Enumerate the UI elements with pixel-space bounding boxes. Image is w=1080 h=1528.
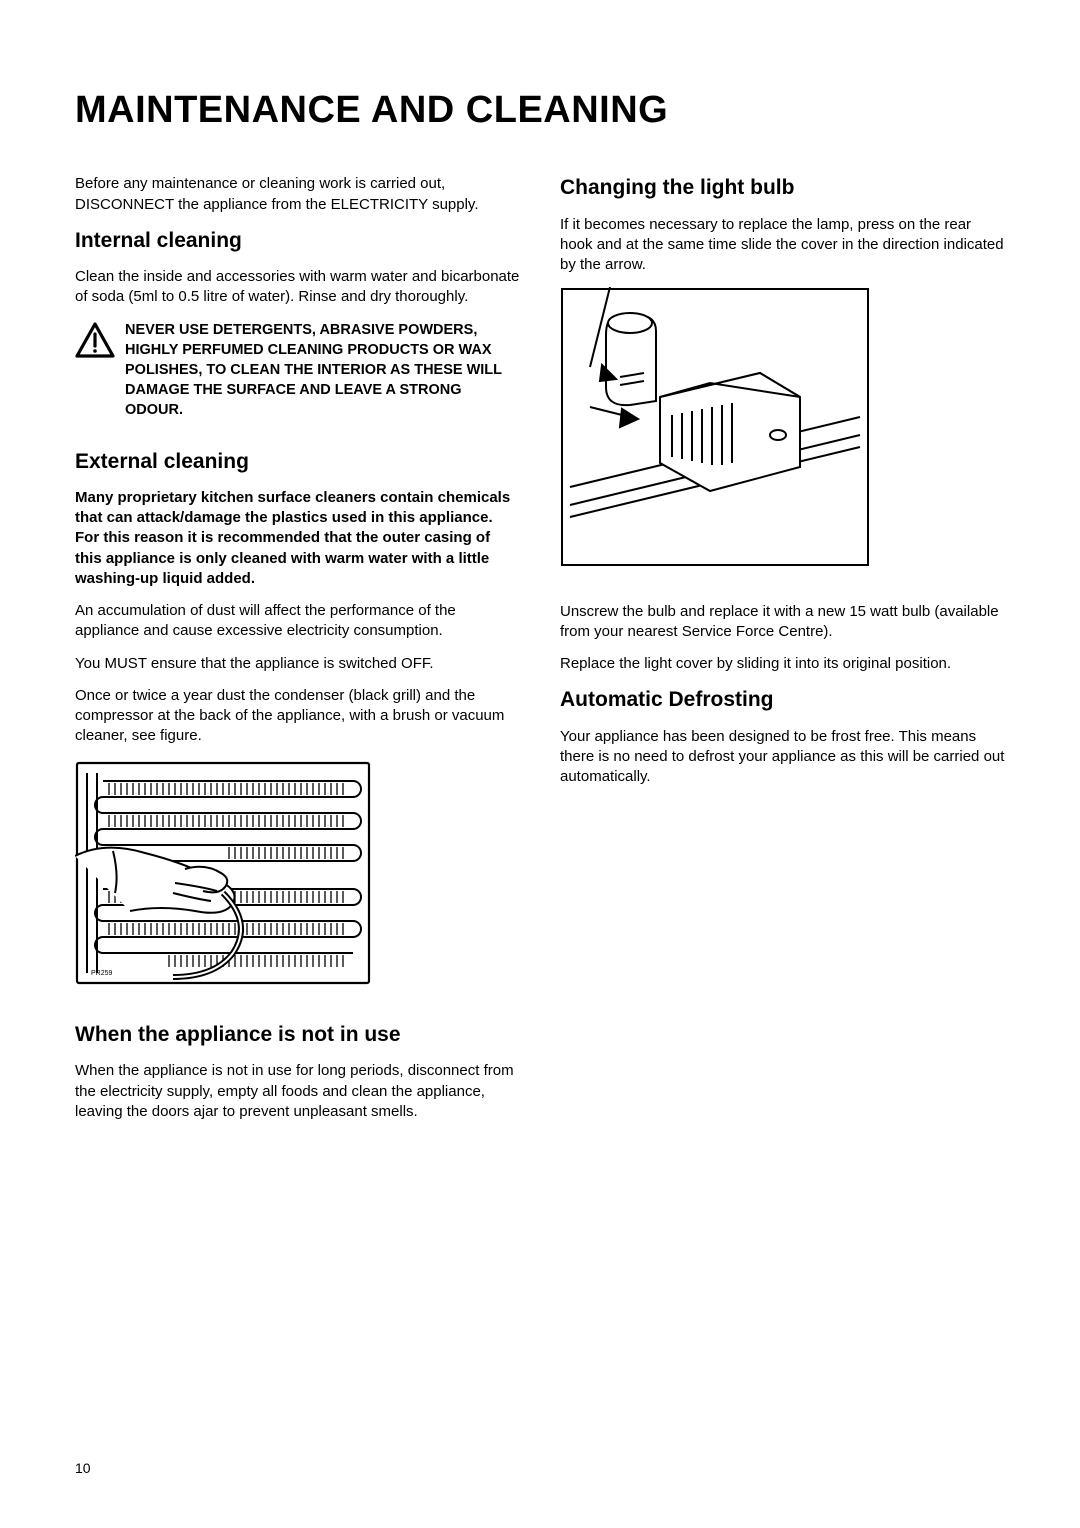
light-bulb-p3: Replace the light cover by sliding it in… bbox=[560, 654, 1005, 674]
page-title: MAINTENANCE AND CLEANING bbox=[75, 85, 1005, 136]
warning-block: NEVER USE DETERGENTS, ABRASIVE POWDERS, … bbox=[75, 320, 520, 420]
left-column: Before any maintenance or cleaning work … bbox=[75, 174, 520, 1134]
warning-text: NEVER USE DETERGENTS, ABRASIVE POWDERS, … bbox=[125, 320, 520, 420]
defrost-p1: Your appliance has been designed to be f… bbox=[560, 727, 1005, 788]
internal-heading: Internal cleaning bbox=[75, 227, 520, 255]
light-bulb-p2: Unscrew the bulb and replace it with a n… bbox=[560, 602, 1005, 643]
internal-p1: Clean the inside and accessories with wa… bbox=[75, 267, 520, 308]
light-bulb-heading: Changing the light bulb bbox=[560, 174, 1005, 202]
figure-light-bulb bbox=[560, 287, 1005, 573]
page-number: 10 bbox=[75, 1459, 91, 1478]
defrost-heading: Automatic Defrosting bbox=[560, 686, 1005, 714]
external-heading: External cleaning bbox=[75, 448, 520, 476]
external-p4: Once or twice a year dust the condenser … bbox=[75, 686, 520, 747]
right-column: Changing the light bulb If it becomes ne… bbox=[560, 174, 1005, 1134]
warning-triangle-icon bbox=[75, 322, 115, 364]
svg-text:PR259: PR259 bbox=[91, 970, 113, 977]
intro-text: Before any maintenance or cleaning work … bbox=[75, 174, 520, 215]
external-p1: Many proprietary kitchen surface cleaner… bbox=[75, 488, 520, 589]
not-in-use-p1: When the appliance is not in use for lon… bbox=[75, 1061, 520, 1122]
external-p2: An accumulation of dust will affect the … bbox=[75, 601, 520, 642]
external-p3: You MUST ensure that the appliance is sw… bbox=[75, 654, 520, 674]
content-columns: Before any maintenance or cleaning work … bbox=[75, 174, 1005, 1134]
not-in-use-heading: When the appliance is not in use bbox=[75, 1021, 520, 1049]
light-bulb-p1: If it becomes necessary to replace the l… bbox=[560, 215, 1005, 276]
figure-condenser: PR259 bbox=[75, 761, 520, 991]
